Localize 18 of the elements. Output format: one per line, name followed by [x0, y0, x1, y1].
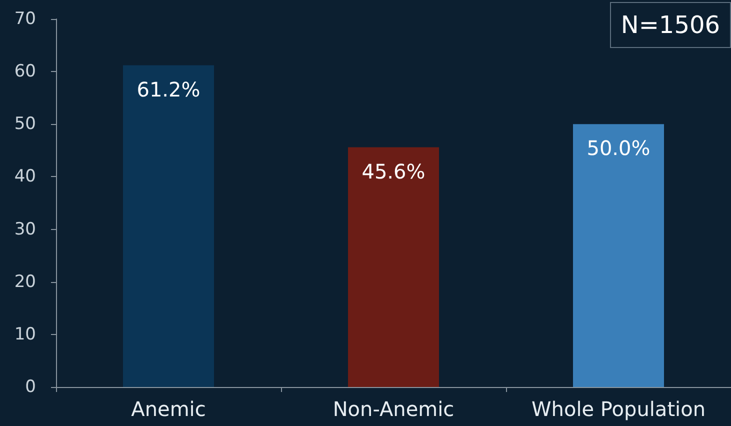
x-tick-label: Anemic [131, 397, 206, 421]
x-tick-label: Non-Anemic [332, 397, 454, 421]
y-tick-label: 20 [14, 272, 36, 292]
x-tick-label: Whole Population [532, 397, 706, 421]
y-tick-label: 40 [14, 166, 36, 187]
y-tick-label: 60 [14, 62, 36, 82]
annotation: N=1506 [610, 2, 731, 48]
y-tick-label: 10 [14, 324, 36, 344]
y-tick-label: 0 [25, 377, 36, 397]
y-tick-label: 70 [14, 9, 36, 29]
bar [123, 65, 214, 387]
data-label: 61.2% [136, 77, 200, 102]
y-tick-label: 30 [14, 219, 36, 240]
y-tick-label: 50 [14, 114, 36, 134]
bar [573, 124, 664, 387]
bar [348, 147, 439, 387]
data-label: 50.0% [586, 136, 650, 160]
data-label: 45.6% [362, 159, 426, 184]
